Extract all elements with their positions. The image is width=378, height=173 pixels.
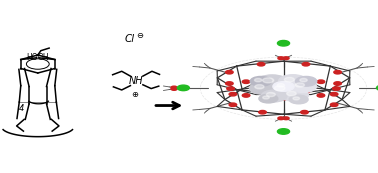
Circle shape — [242, 94, 250, 97]
Circle shape — [249, 82, 276, 94]
Circle shape — [177, 85, 189, 91]
Text: 4: 4 — [19, 104, 25, 113]
Circle shape — [263, 78, 274, 83]
Text: OH: OH — [37, 53, 49, 62]
Circle shape — [229, 103, 237, 107]
Circle shape — [284, 77, 294, 82]
Circle shape — [226, 70, 233, 74]
Circle shape — [226, 82, 233, 85]
Circle shape — [302, 62, 310, 66]
Circle shape — [301, 85, 308, 88]
Circle shape — [227, 87, 234, 90]
Circle shape — [280, 97, 287, 100]
Circle shape — [268, 83, 299, 97]
Circle shape — [266, 93, 275, 97]
Circle shape — [287, 91, 296, 96]
Circle shape — [242, 80, 250, 83]
Circle shape — [259, 94, 278, 103]
Circle shape — [256, 75, 288, 89]
Text: ⊖: ⊖ — [136, 31, 143, 40]
Circle shape — [257, 90, 265, 93]
Circle shape — [259, 111, 266, 114]
Circle shape — [300, 78, 307, 82]
Circle shape — [281, 89, 308, 101]
Circle shape — [277, 84, 285, 87]
Circle shape — [296, 76, 317, 86]
Circle shape — [261, 90, 287, 102]
Circle shape — [254, 78, 262, 82]
Circle shape — [293, 97, 300, 100]
Circle shape — [279, 75, 307, 88]
Circle shape — [290, 80, 316, 93]
Circle shape — [263, 96, 269, 99]
Circle shape — [229, 92, 237, 96]
Circle shape — [330, 103, 338, 107]
Circle shape — [283, 57, 289, 60]
Circle shape — [283, 117, 289, 120]
Text: ⊕: ⊕ — [132, 90, 138, 99]
Circle shape — [273, 82, 294, 91]
Circle shape — [317, 94, 325, 97]
Circle shape — [257, 62, 265, 66]
Circle shape — [334, 70, 341, 74]
Circle shape — [334, 82, 341, 85]
Circle shape — [280, 77, 287, 81]
Circle shape — [277, 40, 290, 46]
Circle shape — [302, 90, 310, 93]
Circle shape — [278, 57, 284, 60]
Circle shape — [301, 111, 308, 114]
Circle shape — [171, 88, 177, 90]
Circle shape — [376, 85, 378, 91]
Circle shape — [333, 87, 340, 90]
Circle shape — [295, 83, 304, 87]
Circle shape — [317, 80, 325, 83]
Circle shape — [259, 85, 266, 88]
Circle shape — [171, 86, 177, 89]
Text: HO: HO — [26, 53, 38, 62]
Text: NH: NH — [129, 76, 143, 86]
Circle shape — [250, 76, 271, 86]
Circle shape — [277, 129, 290, 134]
Circle shape — [274, 86, 285, 91]
Circle shape — [289, 95, 308, 104]
Circle shape — [330, 92, 338, 96]
Circle shape — [255, 85, 264, 89]
Text: Cl: Cl — [125, 34, 135, 44]
Circle shape — [278, 117, 284, 120]
